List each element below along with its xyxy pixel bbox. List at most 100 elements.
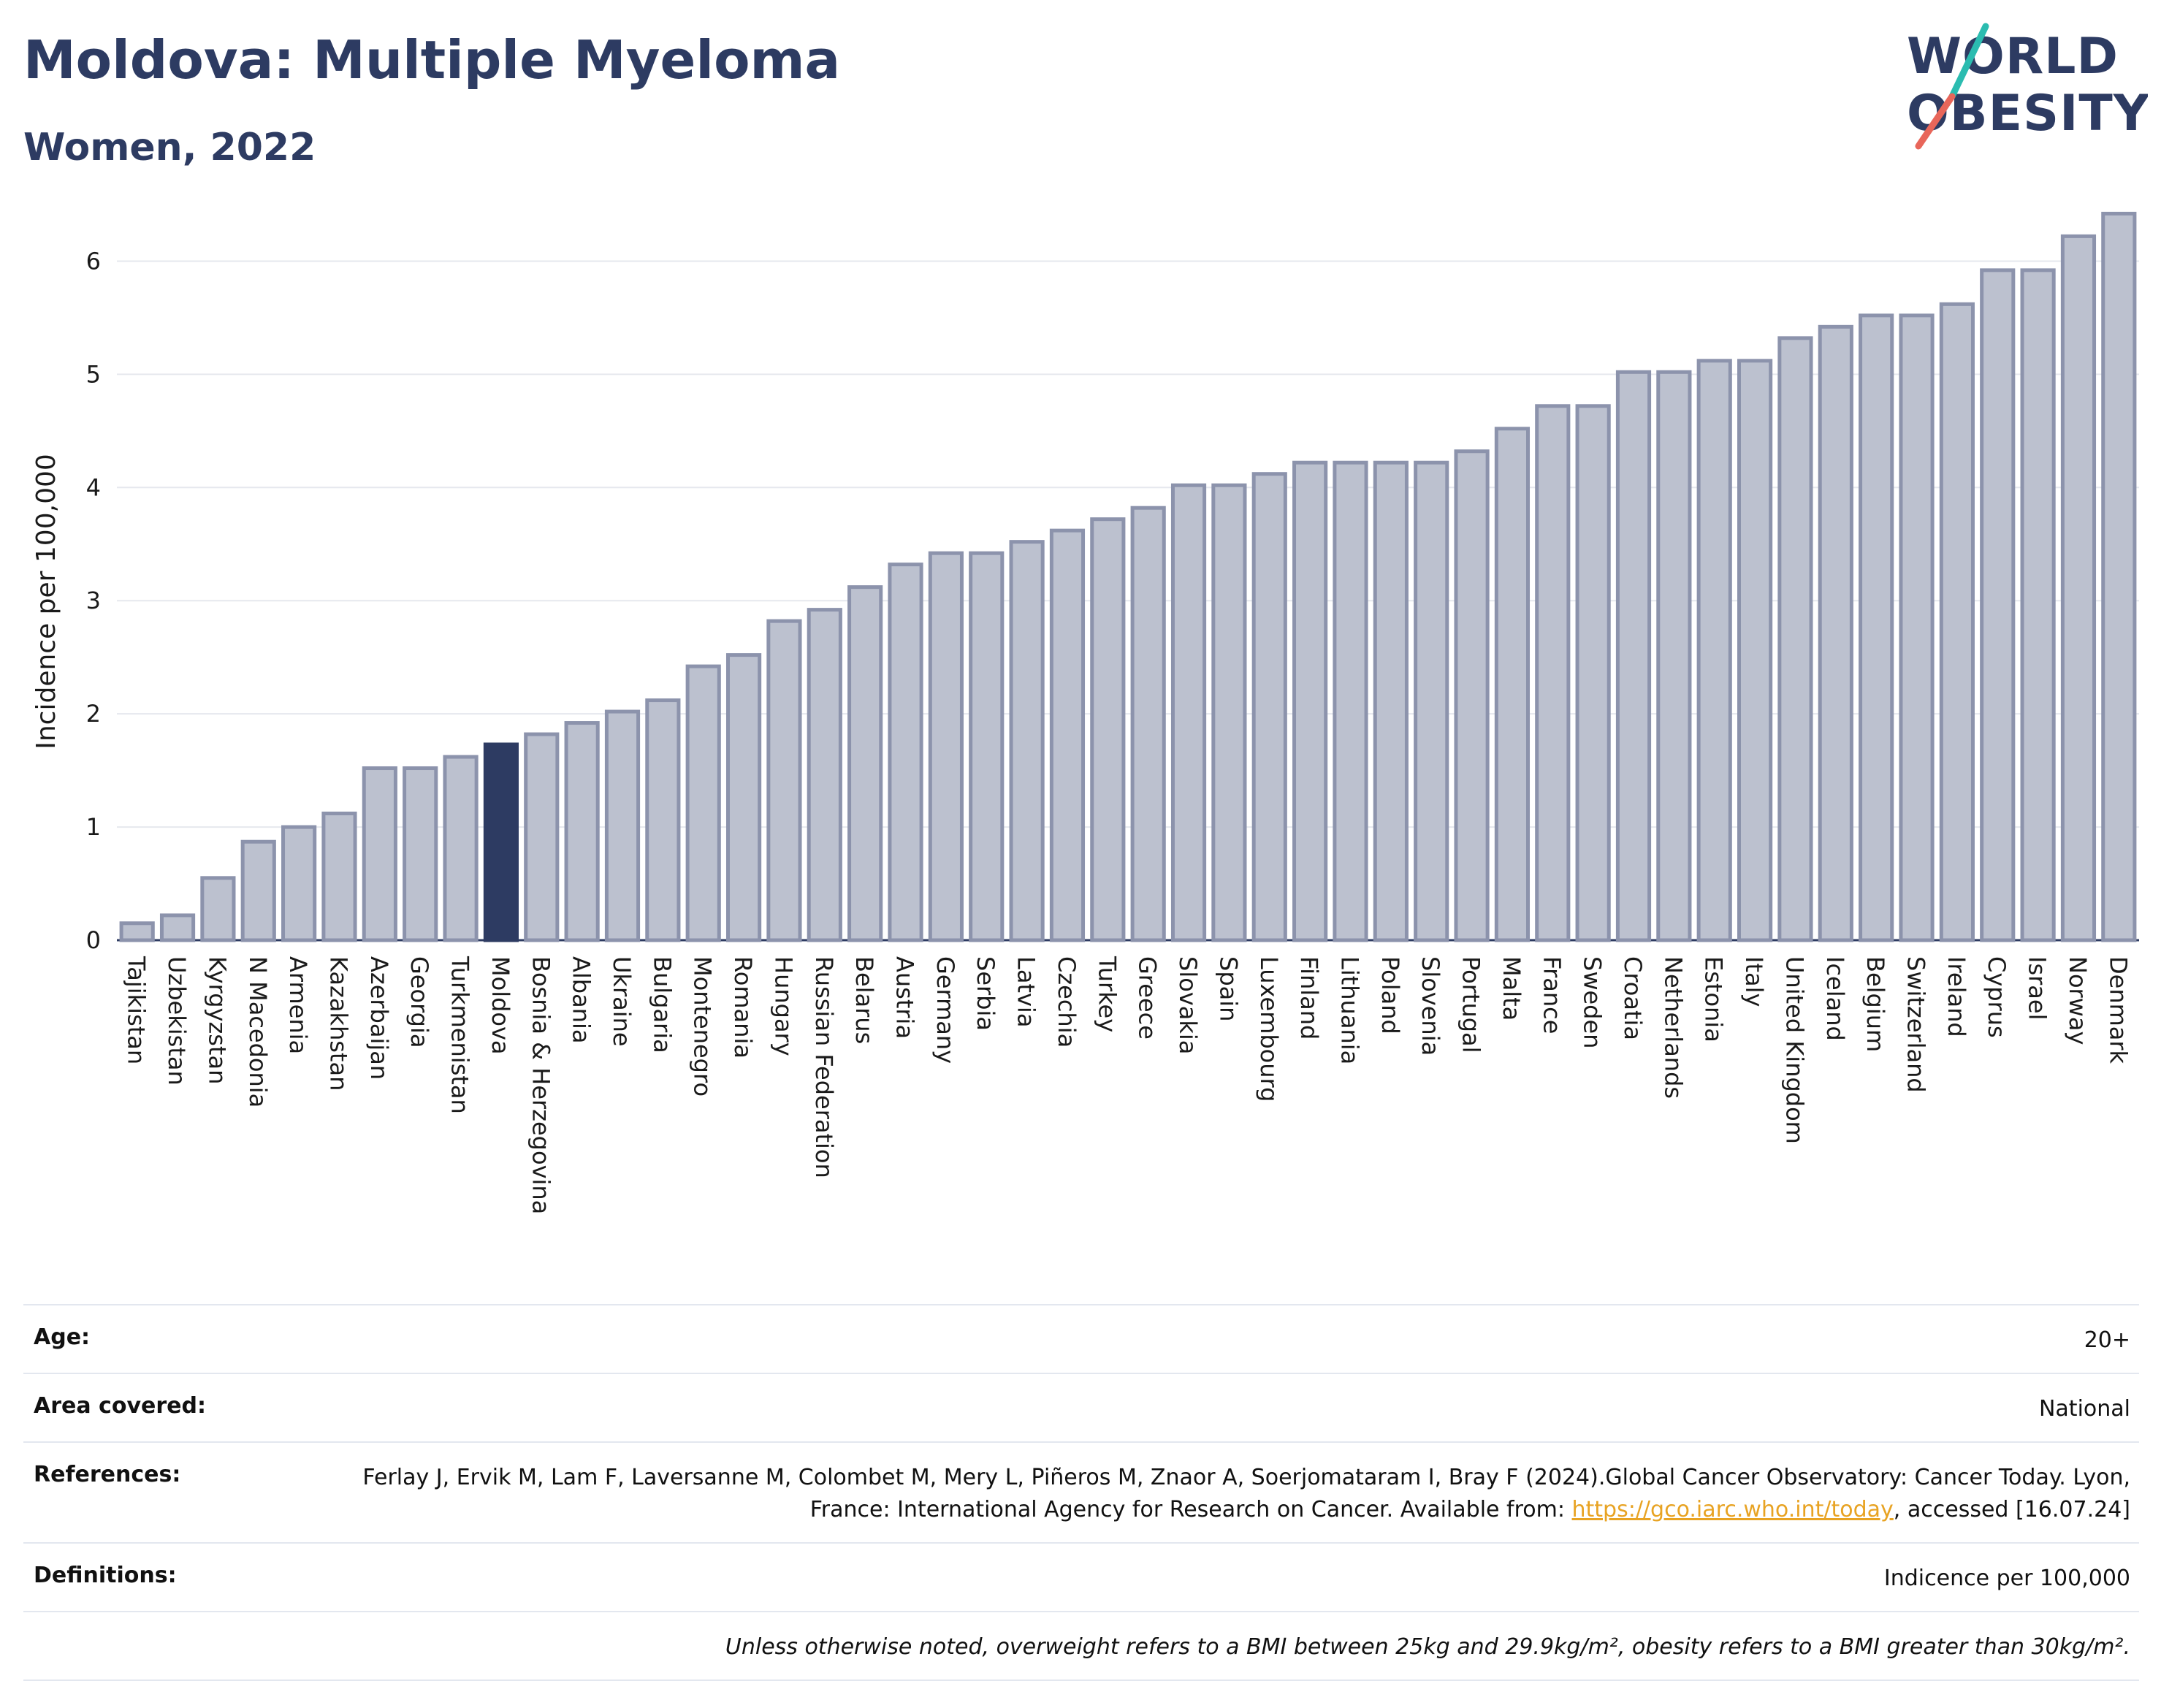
- x-tick-label: Romania: [729, 956, 757, 1059]
- x-tick-label: Turkmenistan: [446, 956, 474, 1114]
- references-accessed: , accessed [16.07.24]: [1893, 1497, 2130, 1522]
- logo-text-world: WORLD: [1907, 28, 2119, 85]
- x-tick-label: Azerbaijan: [365, 956, 393, 1080]
- x-tick-label: Italy: [1740, 956, 1768, 1007]
- bar: [524, 732, 560, 942]
- x-tick-label: Sweden: [1579, 956, 1607, 1048]
- x-tick-label: Estonia: [1700, 956, 1728, 1042]
- x-tick-label: Luxembourg: [1255, 956, 1283, 1102]
- x-tick-label: Spain: [1214, 956, 1242, 1021]
- bar: [807, 608, 842, 942]
- bar: [1575, 404, 1611, 942]
- bar-highlighted: [483, 742, 519, 942]
- x-tick-label: Slovakia: [1174, 956, 1202, 1054]
- x-tick-label: Switzerland: [1902, 956, 1930, 1093]
- x-tick-label: United Kingdom: [1780, 956, 1808, 1144]
- y-axis-label: Incidence per 100,000: [31, 454, 61, 750]
- x-tick-label: Belgium: [1861, 956, 1889, 1052]
- bar: [1859, 313, 1894, 942]
- bar: [403, 766, 438, 942]
- bar: [1818, 324, 1853, 942]
- bar: [2101, 211, 2137, 942]
- x-tick-label: Latvia: [1013, 956, 1040, 1027]
- bar: [1292, 460, 1328, 942]
- bar: [2060, 234, 2097, 942]
- x-tick-label: Slovenia: [1417, 956, 1444, 1056]
- x-tick-label: Finland: [1295, 956, 1323, 1040]
- y-tick-label: 3: [86, 587, 101, 614]
- bar: [1333, 460, 1368, 942]
- bar: [847, 585, 883, 942]
- y-tick-label: 0: [86, 926, 101, 954]
- bar: [766, 619, 802, 942]
- bar: [969, 551, 1005, 942]
- area-label: Area covered:: [34, 1393, 206, 1419]
- definitions-label: Definitions:: [34, 1563, 177, 1588]
- bar: [1251, 472, 1287, 942]
- meta-row-area: Area covered: National: [23, 1373, 2139, 1441]
- bar: [119, 921, 155, 942]
- meta-row-note: Unless otherwise noted, overweight refer…: [23, 1611, 2139, 1681]
- bar: [888, 563, 923, 942]
- x-tick-label: Bosnia & Herzegovina: [527, 956, 554, 1214]
- age-label: Age:: [34, 1324, 91, 1350]
- logo-text-obesity: OBESITY: [1907, 85, 2148, 142]
- references-link[interactable]: https://gco.iarc.who.int/today: [1571, 1497, 1894, 1522]
- x-tick-label: Turkey: [1093, 956, 1121, 1032]
- x-tick-label: Armenia: [284, 956, 312, 1054]
- bar: [604, 709, 641, 942]
- bar: [1777, 336, 1813, 942]
- x-tick-label: Portugal: [1457, 956, 1485, 1053]
- x-tick-label: Bulgaria: [648, 956, 676, 1053]
- bar: [1454, 449, 1490, 942]
- meta-row-age: Age: 20+: [23, 1304, 2139, 1373]
- bar: [2020, 268, 2056, 942]
- y-tick-label: 6: [86, 247, 101, 275]
- y-tick-label: 2: [86, 700, 101, 728]
- x-tick-label: Netherlands: [1659, 956, 1687, 1099]
- x-tick-label: Hungary: [769, 956, 797, 1056]
- x-tick-label: Israel: [2024, 956, 2051, 1020]
- x-tick-label: Tajikistan: [123, 956, 150, 1064]
- page-subtitle: Women, 2022: [23, 126, 316, 169]
- x-tick-label: Poland: [1376, 956, 1404, 1034]
- bar: [1211, 483, 1247, 942]
- bar: [1049, 528, 1086, 942]
- age-value: 20+: [2084, 1327, 2130, 1353]
- bar: [564, 721, 600, 942]
- bar: [1939, 302, 1975, 942]
- bar: [1535, 404, 1571, 942]
- bar: [645, 698, 681, 942]
- x-tick-label: Greece: [1134, 956, 1162, 1040]
- x-tick-label: Moldova: [487, 956, 514, 1055]
- bar: [1090, 517, 1126, 942]
- x-tick-label: Malta: [1498, 956, 1525, 1021]
- bar: [1494, 427, 1531, 942]
- bar: [1737, 359, 1773, 942]
- x-tick-label: Cyprus: [1983, 956, 2011, 1038]
- references-text: Ferlay J, Ervik M, Lam F, Laversanne M, …: [362, 1465, 2130, 1522]
- y-tick-label: 1: [86, 813, 101, 841]
- x-tick-label: Uzbekistan: [163, 956, 191, 1086]
- x-tick-label: Montenegro: [689, 956, 717, 1097]
- area-value: National: [2038, 1396, 2130, 1422]
- bar-chart: 0 1 2 3 4 5 6 Tajikistan Uzbekistan Kyrgyzstan N …: [31, 211, 2139, 1214]
- bar: [1170, 483, 1207, 942]
- x-tick-label: Czechia: [1053, 956, 1080, 1048]
- bar: [1130, 506, 1166, 942]
- bar: [362, 766, 397, 942]
- bar: [281, 825, 317, 942]
- x-tick-label: Denmark: [2104, 956, 2132, 1064]
- x-tick-label: Lithuania: [1335, 956, 1363, 1064]
- x-tick-label: Iceland: [1821, 956, 1849, 1041]
- x-tick-label: Belarus: [850, 956, 878, 1044]
- chart-metadata-table: Age: 20+ Area covered: National Referenc…: [23, 1304, 2139, 1681]
- x-tick-label: Russian Federation: [810, 956, 838, 1178]
- bar: [1696, 359, 1732, 942]
- x-tick-label: Albania: [568, 956, 595, 1043]
- x-tick-label: Kyrgyzstan: [203, 956, 231, 1084]
- x-tick-label: Ireland: [1943, 956, 1970, 1037]
- bar: [1373, 460, 1409, 942]
- x-tick-label: Croatia: [1619, 956, 1647, 1040]
- y-axis-ticks: 0 1 2 3 4 5 6: [86, 247, 101, 954]
